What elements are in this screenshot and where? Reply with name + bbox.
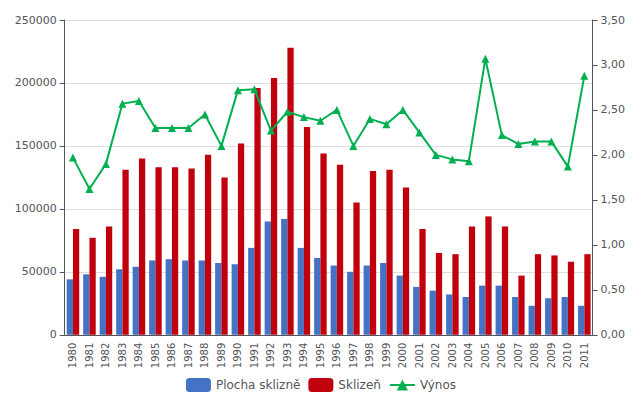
svg-text:1996: 1996 xyxy=(331,343,342,368)
svg-text:1999: 1999 xyxy=(381,343,392,368)
svg-text:Sklizeň: Sklizeň xyxy=(338,378,381,392)
svg-text:1995: 1995 xyxy=(315,343,326,368)
svg-text:2004: 2004 xyxy=(463,343,474,368)
svg-text:1998: 1998 xyxy=(364,343,375,368)
svg-text:2010: 2010 xyxy=(562,343,573,368)
svg-text:1997: 1997 xyxy=(348,343,359,368)
svg-text:250000: 250000 xyxy=(15,14,57,27)
svg-text:2008: 2008 xyxy=(529,343,540,368)
svg-text:1982: 1982 xyxy=(100,343,111,368)
svg-text:0,50: 0,50 xyxy=(601,283,626,296)
svg-text:2002: 2002 xyxy=(430,343,441,368)
svg-text:0: 0 xyxy=(50,328,57,341)
svg-text:2,00: 2,00 xyxy=(601,148,626,161)
svg-text:100000: 100000 xyxy=(15,202,57,215)
svg-text:50000: 50000 xyxy=(22,265,57,278)
svg-text:1,50: 1,50 xyxy=(601,193,626,206)
svg-text:2,50: 2,50 xyxy=(601,103,626,116)
svg-text:1980: 1980 xyxy=(67,343,78,368)
svg-text:200000: 200000 xyxy=(15,76,57,89)
svg-text:3,00: 3,00 xyxy=(601,58,626,71)
svg-text:1985: 1985 xyxy=(150,343,161,368)
svg-text:1988: 1988 xyxy=(199,343,210,368)
svg-text:3,50: 3,50 xyxy=(601,14,626,27)
svg-text:1984: 1984 xyxy=(133,343,144,368)
svg-text:2009: 2009 xyxy=(546,343,557,368)
svg-text:2003: 2003 xyxy=(447,343,458,368)
svg-text:1987: 1987 xyxy=(183,343,194,368)
svg-text:2006: 2006 xyxy=(496,343,507,368)
svg-text:2001: 2001 xyxy=(414,343,425,368)
svg-text:1983: 1983 xyxy=(117,343,128,368)
svg-text:1986: 1986 xyxy=(166,343,177,368)
svg-text:1981: 1981 xyxy=(84,343,95,368)
svg-text:150000: 150000 xyxy=(15,139,57,152)
svg-text:0,00: 0,00 xyxy=(601,328,626,341)
svg-text:2005: 2005 xyxy=(480,343,491,368)
svg-text:1989: 1989 xyxy=(216,343,227,368)
svg-text:2011: 2011 xyxy=(579,343,590,368)
svg-text:Výnos: Výnos xyxy=(420,378,456,392)
svg-text:1993: 1993 xyxy=(282,343,293,368)
svg-text:2000: 2000 xyxy=(397,343,408,368)
svg-text:1994: 1994 xyxy=(298,343,309,368)
svg-text:Plocha sklizně: Plocha sklizně xyxy=(216,378,300,392)
svg-text:1992: 1992 xyxy=(265,343,276,368)
svg-text:1,00: 1,00 xyxy=(601,238,626,251)
svg-text:1990: 1990 xyxy=(232,343,243,368)
svg-text:1991: 1991 xyxy=(249,343,260,368)
svg-text:2007: 2007 xyxy=(513,343,524,368)
